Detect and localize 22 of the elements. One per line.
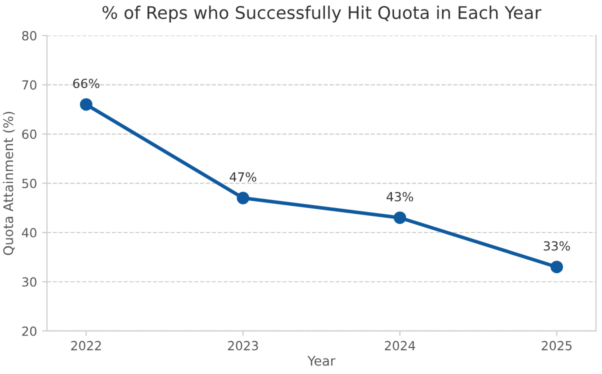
data-label: 66% bbox=[73, 78, 100, 88]
data-label: 43% bbox=[386, 192, 414, 202]
x-tick-label: 2023 bbox=[228, 340, 258, 350]
point bbox=[236, 192, 250, 204]
point bbox=[80, 98, 92, 111]
y-tick-label: 70 bbox=[22, 80, 36, 90]
y-axis-title: Quota Attainment (%) bbox=[3, 112, 15, 256]
x-tick-label: 2024 bbox=[384, 340, 416, 350]
y-tick-label: 20 bbox=[22, 326, 36, 336]
data-label: 47% bbox=[230, 172, 256, 182]
x-tick-label: 2022 bbox=[71, 340, 101, 350]
y-tick-label: 40 bbox=[22, 228, 36, 238]
y-tick-label: 30 bbox=[22, 277, 36, 287]
point bbox=[394, 211, 406, 224]
x-axis-title: Year bbox=[307, 356, 336, 366]
data-label: 33% bbox=[544, 241, 570, 251]
y-tick-label: 80 bbox=[22, 31, 36, 40]
y-tick-label: 60 bbox=[22, 129, 36, 139]
chart-title: % of Reps who Successfully Hit Quota in Each Year bbox=[102, 6, 542, 22]
point bbox=[550, 260, 564, 274]
x-tick-label: 2025 bbox=[542, 340, 572, 350]
y-tick-label: 50 bbox=[22, 178, 36, 188]
